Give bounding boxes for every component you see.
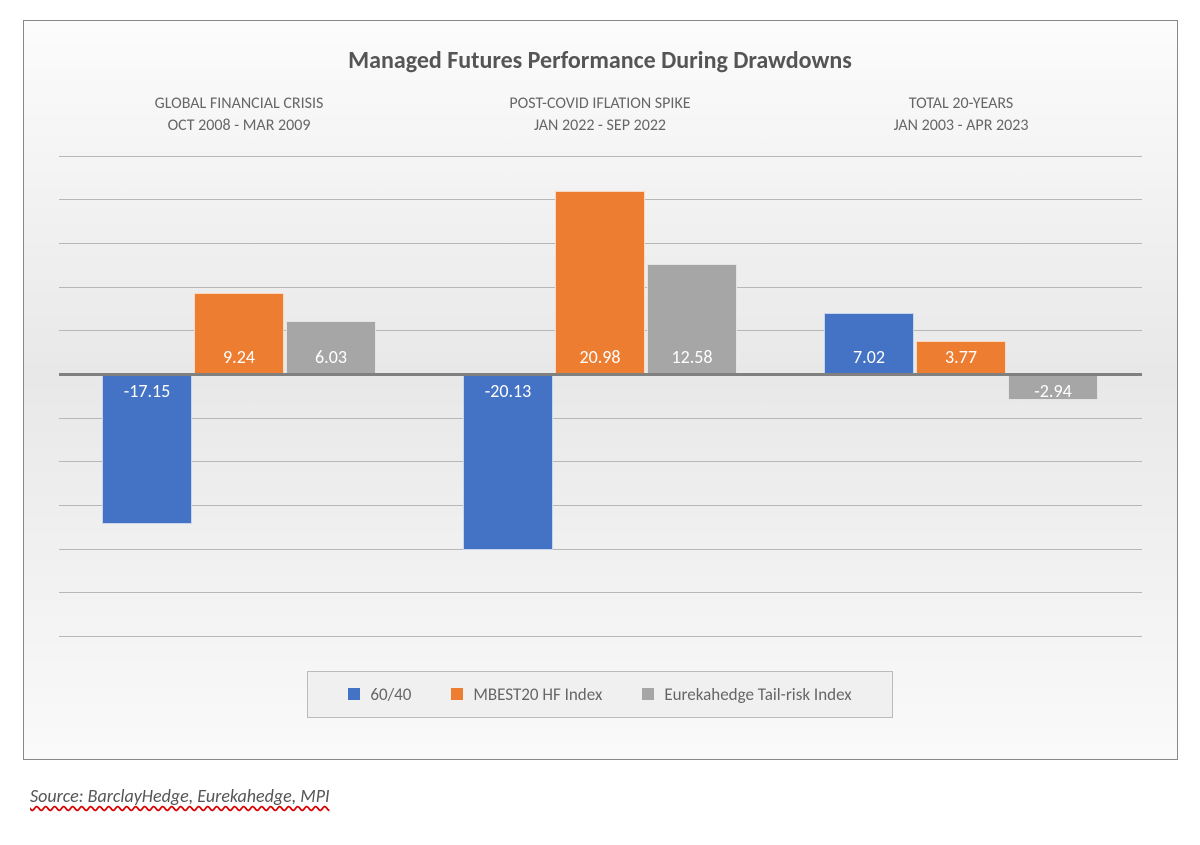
bar-value-label: 12.58 — [647, 346, 737, 368]
category-line1: POST-COVID IFLATION SPIKE — [421, 93, 778, 115]
legend-label-0: 60/40 — [370, 684, 411, 705]
chart-container: Managed Futures Performance During Drawd… — [23, 20, 1178, 760]
plot-area: -17.159.246.03-20.1320.9812.587.023.77-2… — [59, 156, 1142, 636]
legend-swatch-1 — [451, 688, 463, 700]
category-label-2: TOTAL 20-YEARS JAN 2003 - APR 2023 — [782, 93, 1139, 138]
bar-value-label: -17.15 — [102, 380, 192, 402]
bar-slot: -20.13 — [463, 156, 553, 636]
bar-slot: -17.15 — [102, 156, 192, 636]
category-line1: GLOBAL FINANCIAL CRISIS — [60, 93, 417, 115]
bar-slot: 9.24 — [194, 156, 284, 636]
zero-line — [59, 373, 1142, 376]
legend-swatch-0 — [348, 688, 360, 700]
category-label-1: POST-COVID IFLATION SPIKE JAN 2022 - SEP… — [421, 93, 778, 138]
bar-slot: 6.03 — [286, 156, 376, 636]
bar-slot: -2.94 — [1008, 156, 1098, 636]
bar-value-label: 3.77 — [916, 346, 1006, 368]
bar-value-label: 6.03 — [286, 346, 376, 368]
legend-label-1: MBEST20 HF Index — [473, 684, 602, 705]
bar-value-label: 20.98 — [555, 346, 645, 368]
legend-label-2: Eurekahedge Tail-risk Index — [664, 684, 851, 705]
legend-item-0: 60/40 — [348, 684, 411, 705]
bar-slot: 3.77 — [916, 156, 1006, 636]
chart-title: Managed Futures Performance During Drawd… — [59, 46, 1142, 75]
category-line2: OCT 2008 - MAR 2009 — [60, 115, 417, 137]
bar-value-label: 9.24 — [194, 346, 284, 368]
source-line: Source: BarclayHedge, Eurekahedge, MPI — [30, 785, 1190, 807]
bar-slot: 7.02 — [824, 156, 914, 636]
legend-item-1: MBEST20 HF Index — [451, 684, 602, 705]
bar-value-label: -2.94 — [1008, 380, 1098, 402]
category-line2: JAN 2022 - SEP 2022 — [421, 115, 778, 137]
bar-group: 7.023.77-2.94 — [782, 156, 1139, 636]
bar-group: -20.1320.9812.58 — [421, 156, 778, 636]
legend-item-2: Eurekahedge Tail-risk Index — [642, 684, 851, 705]
legend: 60/40 MBEST20 HF Index Eurekahedge Tail-… — [307, 671, 892, 718]
category-line1: TOTAL 20-YEARS — [782, 93, 1139, 115]
bar-slot: 12.58 — [647, 156, 737, 636]
legend-swatch-2 — [642, 688, 654, 700]
category-label-0: GLOBAL FINANCIAL CRISIS OCT 2008 - MAR 2… — [60, 93, 417, 138]
category-labels-row: GLOBAL FINANCIAL CRISIS OCT 2008 - MAR 2… — [59, 93, 1142, 138]
bar-slot: 20.98 — [555, 156, 645, 636]
bar-value-label: -20.13 — [463, 380, 553, 402]
bar-value-label: 7.02 — [824, 346, 914, 368]
bars-wrap: -17.159.246.03-20.1320.9812.587.023.77-2… — [59, 156, 1142, 636]
gridline — [59, 636, 1142, 637]
category-line2: JAN 2003 - APR 2023 — [782, 115, 1139, 137]
bar-group: -17.159.246.03 — [60, 156, 417, 636]
